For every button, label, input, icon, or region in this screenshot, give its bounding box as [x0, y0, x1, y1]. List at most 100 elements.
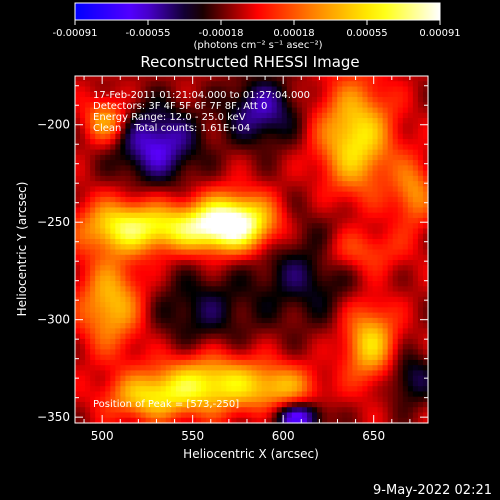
heatmap-cell: [110, 260, 116, 266]
heatmap-cell: [412, 354, 419, 361]
heatmap-cell: [95, 223, 101, 230]
heatmap-cell: [397, 380, 404, 387]
heatmap-cell: [327, 396, 333, 403]
heatmap-cell: [160, 202, 167, 209]
heatmap-cell: [165, 133, 172, 140]
heatmap-cell: [291, 76, 298, 82]
heatmap-cell: [185, 139, 192, 145]
heatmap-cell: [377, 160, 384, 166]
heatmap-cell: [135, 207, 142, 214]
heatmap-cell: [296, 349, 303, 356]
heatmap-cell: [261, 91, 268, 98]
heatmap-cell: [417, 249, 424, 256]
heatmap-cell: [231, 375, 237, 382]
heatmap-cell: [322, 396, 328, 403]
heatmap-cell: [110, 118, 116, 124]
heatmap-cell: [266, 307, 273, 314]
heatmap-cell: [130, 86, 137, 93]
heatmap-cell: [135, 238, 142, 245]
heatmap-cell: [296, 76, 303, 82]
heatmap-cell: [387, 386, 394, 393]
heatmap-cell: [407, 170, 414, 177]
heatmap-cell: [201, 312, 207, 319]
heatmap-cell: [322, 91, 328, 98]
heatmap-cell: [75, 260, 81, 266]
heatmap-cell: [246, 270, 253, 277]
heatmap-cell: [160, 396, 167, 403]
heatmap-cell: [175, 202, 182, 209]
heatmap-cell: [347, 133, 353, 140]
heatmap-cell: [417, 333, 424, 340]
heatmap-cell: [312, 333, 318, 340]
heatmap-cell: [85, 401, 91, 408]
heatmap-cell: [110, 281, 116, 287]
heatmap-cell: [90, 175, 96, 182]
heatmap-cell: [125, 165, 132, 172]
heatmap-cell: [226, 312, 232, 319]
heatmap-cell: [150, 312, 157, 319]
heatmap-cell: [367, 401, 374, 408]
heatmap-cell: [397, 260, 404, 266]
heatmap-cell: [417, 365, 424, 372]
heatmap-cell: [221, 186, 227, 193]
heatmap-cell: [196, 312, 202, 319]
heatmap-cell: [160, 139, 167, 145]
heatmap-cell: [306, 323, 313, 329]
heatmap-cell: [246, 186, 253, 193]
heatmap-cell: [170, 328, 177, 335]
heatmap-cell: [407, 291, 414, 298]
heatmap-cell: [357, 260, 364, 266]
heatmap-cell: [281, 417, 288, 424]
heatmap-cell: [165, 86, 172, 93]
heatmap-cell: [402, 407, 409, 414]
heatmap-cell: [231, 302, 237, 308]
heatmap-cell: [190, 217, 197, 224]
heatmap-cell: [327, 154, 333, 161]
heatmap-cell: [226, 380, 232, 387]
heatmap-cell: [125, 328, 132, 335]
heatmap-cell: [281, 265, 288, 272]
heatmap-cell: [85, 144, 91, 151]
heatmap-cell: [281, 338, 288, 345]
heatmap-cell: [342, 181, 348, 188]
heatmap-cell: [392, 175, 399, 182]
heatmap-cell: [382, 338, 389, 345]
heatmap-cell: [226, 212, 232, 219]
heatmap-cell: [201, 380, 207, 387]
heatmap-cell: [281, 217, 288, 224]
heatmap-cell: [417, 307, 424, 314]
heatmap-cell: [407, 307, 414, 314]
heatmap-cell: [231, 175, 237, 182]
heatmap-cell: [342, 270, 348, 277]
heatmap-cell: [397, 249, 404, 256]
heatmap-cell: [185, 128, 192, 135]
heatmap-cell: [206, 365, 212, 372]
heatmap-cell: [190, 265, 197, 272]
heatmap-cell: [246, 223, 253, 230]
heatmap-cell: [115, 165, 121, 172]
heatmap-cell: [397, 107, 404, 114]
heatmap-cell: [392, 344, 399, 350]
heatmap-cell: [377, 333, 384, 340]
heatmap-cell: [100, 354, 106, 361]
heatmap-cell: [347, 228, 353, 235]
heatmap-cell: [337, 312, 343, 319]
heatmap-cell: [226, 133, 232, 140]
heatmap-cell: [417, 370, 424, 377]
heatmap-cell: [397, 417, 404, 424]
heatmap-cell: [332, 149, 338, 156]
heatmap-cell: [100, 165, 106, 172]
heatmap-cell: [95, 196, 101, 203]
heatmap-cell: [281, 412, 288, 419]
heatmap-cell: [422, 228, 429, 235]
heatmap-cell: [160, 217, 167, 224]
heatmap-cell: [80, 349, 86, 356]
heatmap-cell: [241, 102, 248, 109]
heatmap-cell: [337, 349, 343, 356]
heatmap-cell: [397, 407, 404, 414]
heatmap-cell: [110, 86, 116, 93]
heatmap-cell: [251, 217, 258, 224]
heatmap-cell: [342, 107, 348, 114]
heatmap-cell: [216, 223, 222, 230]
heatmap-cell: [140, 296, 147, 303]
